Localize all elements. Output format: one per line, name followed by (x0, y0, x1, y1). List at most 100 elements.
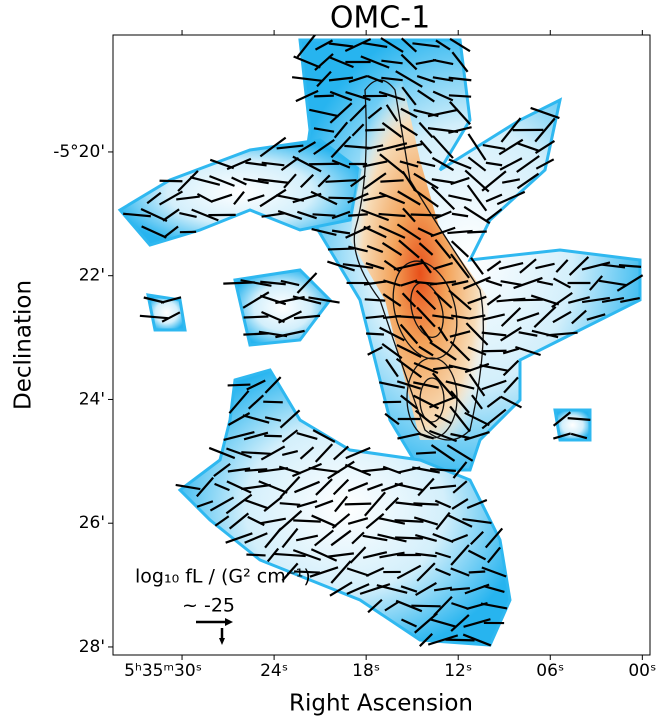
polarization-vector (451, 280, 469, 286)
polarization-vector (464, 431, 490, 441)
polarization-vector (227, 412, 251, 426)
polarization-vector (552, 277, 572, 289)
polarization-vector (415, 451, 437, 455)
polarization-vector (332, 445, 350, 461)
polarization-vector (362, 160, 388, 168)
x-tick-label: 12ˢ (444, 661, 472, 681)
polarization-vector (348, 213, 368, 217)
polarization-vector (277, 510, 303, 532)
polarization-vector (310, 190, 338, 206)
polarization-vector (264, 527, 282, 549)
x-tick-label: 24ˢ (260, 661, 288, 681)
polarization-vector (451, 51, 469, 73)
polarization-vector (325, 179, 357, 183)
polarization-vector (241, 451, 271, 455)
polarization-vector (295, 534, 319, 542)
polarization-vector (533, 306, 557, 328)
polarization-vector (378, 381, 406, 389)
polarization-vector (141, 225, 167, 239)
polarization-vector (432, 58, 454, 66)
polarization-vector (367, 598, 383, 614)
polarization-vector (432, 135, 454, 159)
polarization-vector (410, 213, 442, 217)
polarization-vector (434, 499, 452, 509)
polarization-vector (315, 478, 333, 496)
polarization-vector (363, 172, 387, 190)
polarization-vector (416, 75, 436, 83)
polarization-vector (379, 551, 405, 559)
polarization-vector (452, 461, 468, 479)
polarization-vector (279, 409, 301, 429)
polarization-vector (246, 379, 266, 391)
polarization-vector (225, 493, 253, 515)
polarization-vector (376, 584, 408, 594)
polarization-vector (331, 210, 351, 220)
polarization-vector (380, 37, 404, 53)
x-tick-label: 00ˢ (628, 661, 656, 681)
polarization-vector (226, 157, 252, 171)
polarization-vector (330, 135, 352, 159)
polarization-vector (449, 340, 471, 362)
polarization-vector (395, 599, 423, 613)
polarization-vector (589, 275, 603, 291)
polarization-vector (384, 600, 400, 612)
polarization-vector (244, 532, 268, 544)
polarization-vector (449, 405, 471, 433)
polarization-vector (276, 144, 304, 150)
polarization-vector (346, 583, 370, 595)
polarization-vector (428, 429, 458, 443)
polarization-vector (243, 431, 269, 441)
polarization-vector (395, 315, 423, 319)
polarization-vector (429, 484, 457, 490)
polarization-vector (430, 185, 456, 211)
polarization-vector (466, 498, 488, 510)
polarization-vector (530, 294, 560, 306)
polarization-vector (399, 160, 419, 168)
polarization-vector (292, 295, 322, 305)
polarization-vector (531, 329, 559, 339)
polarization-vector (500, 280, 522, 286)
polarization-vector (297, 210, 317, 220)
polarization-vector (264, 416, 282, 422)
polarization-vector (317, 174, 331, 188)
polarization-vector (450, 432, 470, 440)
polarization-vector (227, 383, 251, 387)
polarization-vector (445, 380, 475, 390)
polarization-vector (313, 138, 335, 156)
polarization-vector (381, 342, 403, 360)
polarization-vector (345, 90, 371, 102)
polarization-vector (500, 307, 522, 327)
polarization-vector (163, 225, 179, 239)
polarization-vector (519, 258, 537, 274)
polarization-vector (451, 498, 469, 510)
polarization-vector (480, 602, 508, 610)
x-axis-label: Right Ascension (289, 691, 473, 717)
polarization-vector (415, 552, 437, 558)
polarization-vector (431, 372, 455, 398)
polarization-vector (296, 272, 318, 294)
polarization-vector (448, 289, 472, 311)
y-tick-label: 26' (79, 513, 105, 533)
polarization-vector (243, 177, 269, 185)
polarization-vector (430, 618, 456, 628)
polarization-vector (258, 480, 288, 494)
polarization-vector (291, 76, 323, 82)
polarization-vector (159, 190, 183, 206)
polarization-vector (360, 55, 390, 69)
polarization-vector (378, 90, 406, 102)
polarization-vector (400, 107, 418, 119)
polarization-vector (468, 314, 486, 320)
polarization-vector (365, 314, 385, 320)
x-tick-label: 06ˢ (536, 661, 564, 681)
polarization-vector (400, 53, 418, 71)
polarization-vector (486, 294, 502, 306)
polarization-vector (385, 104, 399, 122)
polarization-vector (553, 432, 571, 440)
polarization-vector (449, 37, 471, 53)
polarization-vector (384, 496, 400, 512)
polarization-vector (295, 89, 319, 103)
polarization-vector (616, 274, 644, 292)
polarization-vector (264, 376, 282, 394)
polarization-vector (266, 547, 280, 563)
polarization-vector (536, 280, 554, 286)
